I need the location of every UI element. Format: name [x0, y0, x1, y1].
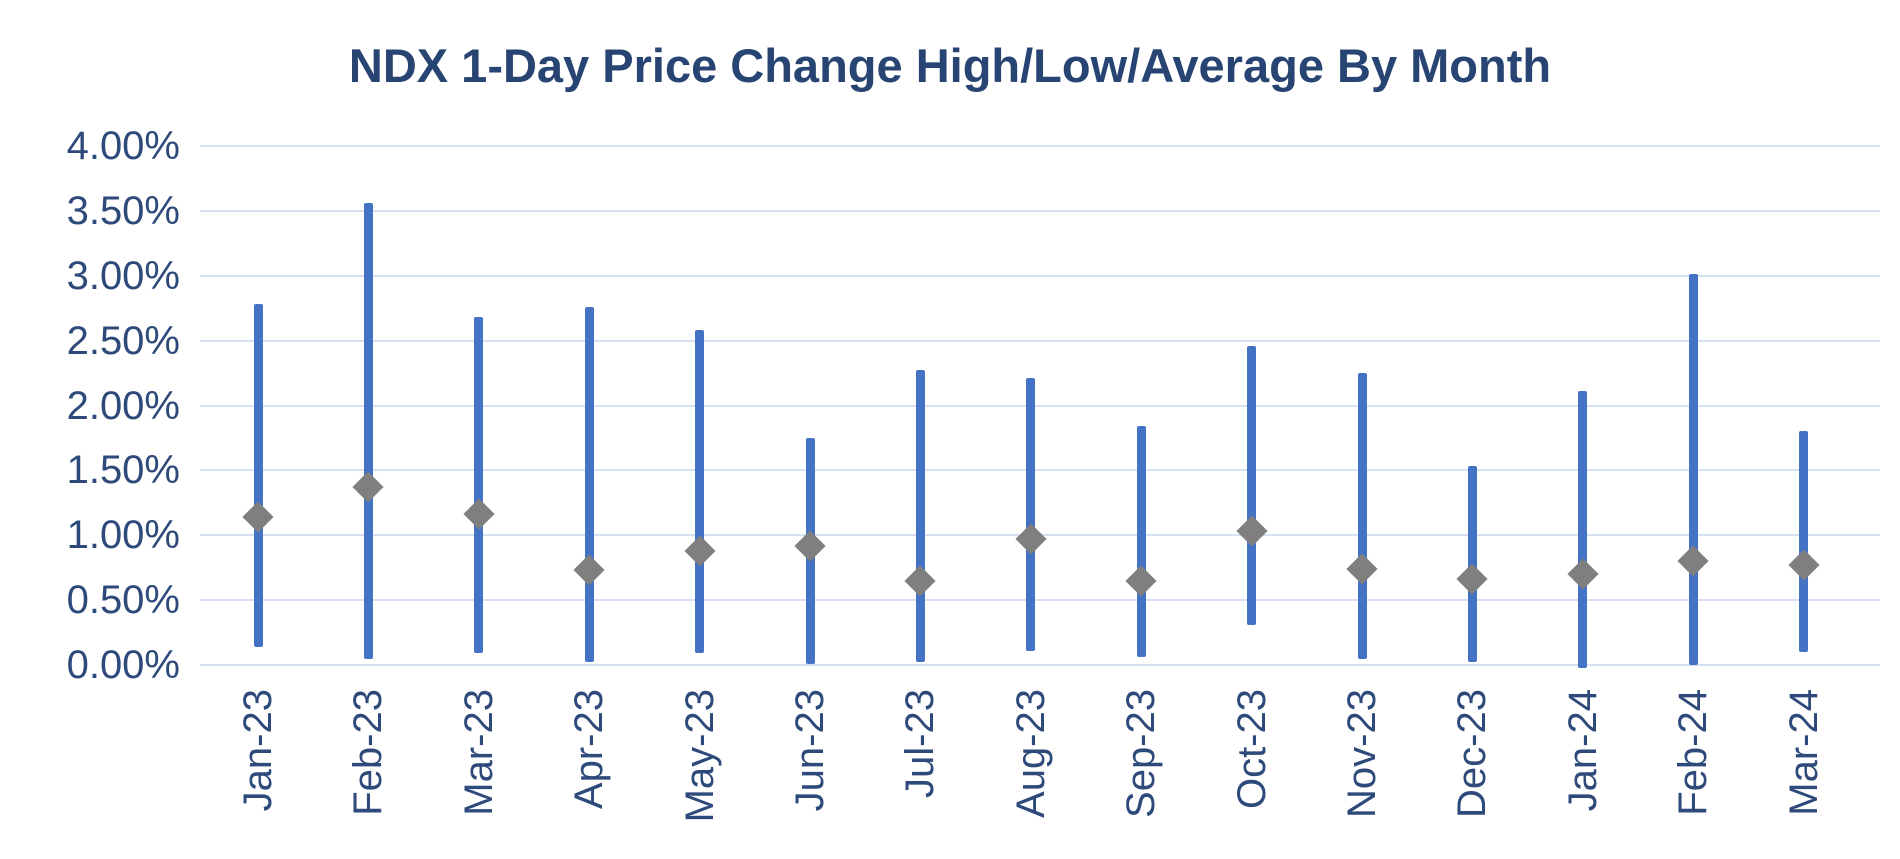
x-axis-label: Feb-23 [346, 689, 391, 816]
y-axis-tick-label: 3.50% [66, 188, 180, 233]
y-axis-tick-label: 3.00% [66, 253, 180, 298]
average-marker-feb-24 [1677, 545, 1709, 577]
x-axis-label: Jun-23 [788, 689, 832, 812]
range-bar-mar-23 [474, 317, 484, 654]
average-marker-jul-23 [904, 565, 936, 597]
average-marker-apr-23 [573, 554, 605, 586]
range-bar-feb-24 [1688, 274, 1698, 665]
x-axis-label: Jan-24 [1560, 689, 1605, 812]
range-bar-feb-23 [363, 203, 373, 659]
x-axis-label: Mar-24 [1781, 689, 1826, 816]
average-marker-oct-23 [1236, 515, 1268, 547]
x-axis-label: Mar-23 [456, 689, 501, 816]
y-axis-tick-label: 1.50% [66, 448, 180, 493]
average-marker-may-23 [684, 535, 716, 567]
x-axis-label: Feb-24 [1671, 689, 1716, 816]
y-axis-tick-label: 2.50% [66, 318, 180, 363]
range-bar-oct-23 [1247, 345, 1257, 625]
gridline [200, 145, 1880, 147]
average-marker-sep-23 [1125, 565, 1157, 597]
gridline [200, 274, 1880, 277]
x-axis-label: Oct-23 [1229, 689, 1274, 810]
x-axis-label: Aug-23 [1008, 689, 1053, 818]
average-marker-aug-23 [1015, 523, 1047, 555]
y-axis-tick-label: 2.00% [66, 383, 180, 428]
gridline [200, 469, 1880, 472]
range-bar-aug-23 [1026, 378, 1036, 651]
gridline [200, 664, 1880, 666]
x-axis-label: Nov-23 [1340, 689, 1384, 818]
gridline [200, 339, 1880, 342]
range-bar-jul-23 [915, 370, 925, 663]
x-axis-label: May-23 [677, 689, 722, 823]
x-axis-label: Sep-23 [1119, 689, 1164, 818]
y-axis-tick-label: 1.00% [66, 513, 180, 558]
chart-title: NDX 1-Day Price Change High/Low/Average … [348, 39, 1552, 92]
average-marker-jan-23 [242, 501, 274, 533]
range-bar-nov-23 [1357, 373, 1367, 659]
range-bar-jan-24 [1578, 391, 1588, 668]
range-bar-may-23 [695, 330, 705, 654]
average-marker-mar-24 [1788, 549, 1820, 581]
x-axis-label: Jan-23 [236, 689, 280, 812]
average-marker-mar-23 [463, 498, 495, 531]
range-bar-sep-23 [1136, 426, 1146, 658]
y-axis-tick-label: 4.00% [66, 124, 180, 168]
gridline [200, 599, 1880, 602]
average-marker-jan-24 [1567, 558, 1599, 590]
x-axis-label: Apr-23 [567, 689, 612, 810]
gridline [200, 209, 1880, 212]
x-axis-label: Jul-23 [898, 689, 943, 798]
y-axis-tick-label: 0.50% [66, 578, 180, 623]
range-bar-mar-24 [1799, 431, 1809, 652]
range-bar-apr-23 [584, 306, 594, 663]
range-bar-jan-23 [253, 304, 263, 647]
average-marker-nov-23 [1346, 553, 1378, 585]
x-axis-label: Dec-23 [1450, 689, 1495, 818]
average-marker-dec-23 [1456, 563, 1488, 595]
y-axis-tick-label: 0.00% [66, 643, 180, 687]
gridline [200, 404, 1880, 407]
average-marker-feb-23 [352, 471, 384, 503]
